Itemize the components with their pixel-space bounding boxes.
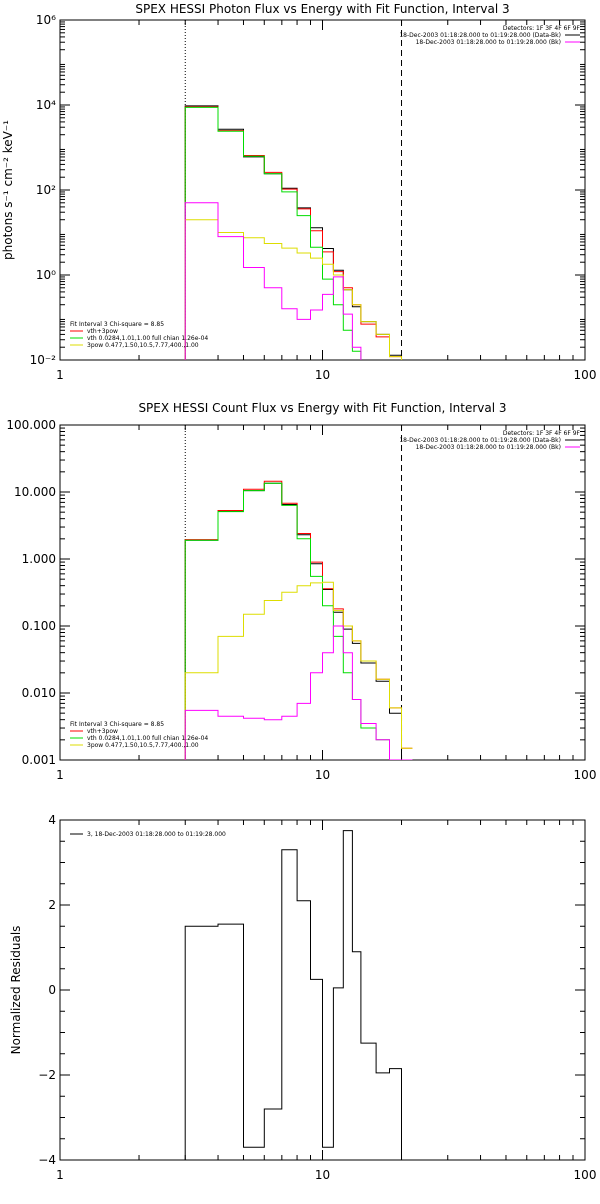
fit-legend-entry: vth+3pow: [87, 728, 118, 735]
legend-entry: 18-Dec-2003 01:18:28.000 to 01:19:28.000…: [399, 32, 561, 39]
y-tick-label: 0.100: [22, 619, 56, 633]
series-3-18-dec-2003-01-18-28-000-to-01-19-28-000-line: [184, 830, 413, 1160]
series-vth-3pow-line: [184, 106, 402, 360]
legend-entry: 18-Dec-2003 01:18:28.000 to 01:19:28.000…: [416, 39, 561, 46]
series-bk-line: [184, 202, 362, 360]
plot-area: [184, 830, 413, 1160]
series-3pow-line: [184, 581, 413, 760]
x-tick-label: 1: [56, 1168, 64, 1182]
fit-legend-entry: vth 0.0284,1.01,1.00 full chian 1.26e-04: [87, 335, 208, 342]
legend-header: Detectors: 1F 3F 4F 6F 9F: [503, 430, 581, 437]
y-tick-label: 2: [48, 898, 56, 912]
x-tick-label: 100: [574, 768, 597, 782]
chart-title: SPEX HESSI Photon Flux vs Energy with Fi…: [135, 2, 509, 16]
x-tick-label: 10: [315, 368, 330, 382]
y-tick-label: 0.001: [22, 753, 56, 767]
residuals-chart: 1 10 100 −4 −2 0 2 4 Normalized Residuals 3, 18-D…: [9, 813, 596, 1182]
fit-legend-header: Fit Interval 3 Chi-square = 8.85: [70, 721, 164, 728]
chart-title: SPEX HESSI Count Flux vs Energy with Fit…: [138, 401, 506, 415]
fit-legend-entry: vth+3pow: [87, 328, 118, 335]
y-tick-label: 4: [48, 813, 56, 827]
series-3pow-line: [184, 219, 402, 360]
y-axis-label: photons s⁻¹ cm⁻² keV⁻¹: [1, 120, 15, 260]
series-data-bk-line: [184, 482, 413, 760]
y-axis-label: Normalized Residuals: [9, 926, 23, 1055]
x-tick-label: 10: [315, 768, 330, 782]
count-flux-chart: SPEX HESSI Count Flux vs Energy with Fit…: [6, 401, 596, 782]
series-data-bk-line: [184, 105, 402, 360]
series-vth-line: [184, 482, 413, 760]
y-tick-label: 10.000: [14, 485, 56, 499]
y-tick-label: 100.000: [6, 418, 56, 432]
y-tick-label: 0: [48, 983, 56, 997]
plot-area: [184, 20, 403, 360]
x-tick-label: 1: [56, 768, 64, 782]
series-vth-3pow-line: [184, 480, 413, 760]
y-tick-label: −2: [38, 1068, 56, 1082]
legend-entry: 18-Dec-2003 01:18:28.000 to 01:19:28.000…: [399, 437, 561, 444]
series-vth-line: [184, 106, 362, 360]
legend-entry: 18-Dec-2003 01:18:28.000 to 01:19:28.000…: [416, 444, 561, 451]
x-tick-label: 100: [574, 1168, 597, 1182]
series-bk-line: [184, 625, 413, 760]
photon-flux-chart: SPEX HESSI Photon Flux vs Energy with Fi…: [1, 2, 596, 382]
y-tick-label: 10⁴: [36, 98, 56, 112]
plot-area: [184, 425, 413, 760]
y-tick-label: 10⁻²: [30, 353, 57, 367]
y-tick-label: 10⁶: [36, 13, 56, 27]
y-tick-label: 10²: [36, 183, 56, 197]
x-tick-label: 10: [315, 1168, 330, 1182]
y-tick-label: −4: [38, 1153, 56, 1167]
legend-header: Detectors: 1F 3F 4F 6F 9F: [503, 25, 581, 32]
fit-legend-entry: 3, 18-Dec-2003 01:18:28.000 to 01:19:28.…: [87, 831, 226, 838]
fit-legend-entry: 3pow 0.477,1.50,10.5,7.77,400.,1.00: [87, 342, 199, 349]
fit-legend-entry: vth 0.0284,1.01,1.00 full chian 1.26e-04: [87, 735, 208, 742]
y-tick-label: 0.010: [22, 686, 56, 700]
fit-legend-header: Fit Interval 3 Chi-square = 8.85: [70, 321, 164, 328]
y-tick-label: 1.000: [22, 552, 56, 566]
x-tick-label: 100: [574, 368, 597, 382]
x-tick-label: 1: [56, 368, 64, 382]
fit-legend-entry: 3pow 0.477,1.50,10.5,7.77,400.,1.00: [87, 742, 199, 749]
y-tick-label: 10⁰: [36, 268, 56, 282]
